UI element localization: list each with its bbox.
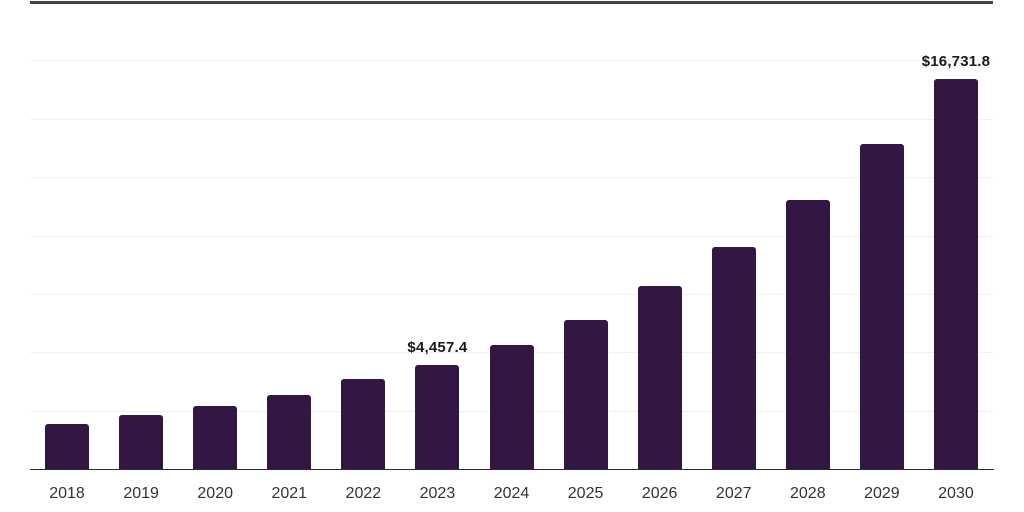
x-tick-label-2027: 2027: [715, 484, 752, 502]
x-tick-label-2029: 2029: [864, 484, 900, 502]
bar-2030: [933, 78, 978, 470]
x-tick-label-2024: 2024: [493, 484, 530, 502]
x-tick-label-2019: 2019: [123, 484, 159, 502]
x-tick-label-2018: 2018: [49, 484, 85, 502]
x-tick-label-2023: 2023: [419, 484, 456, 502]
x-tick-label-2022: 2022: [345, 484, 382, 502]
data-label-2030: $16,731.8: [921, 52, 991, 70]
bar-2027: [711, 247, 756, 470]
x-axis-line: [29, 468, 994, 471]
gridline: [30, 177, 993, 179]
gridline: [30, 293, 993, 295]
bar-2022: [341, 379, 386, 470]
x-tick-label-2025: 2025: [567, 484, 604, 502]
bar-2028: [785, 200, 830, 470]
x-tick-label-2030: 2030: [938, 484, 974, 502]
x-tick-label-2028: 2028: [790, 484, 826, 502]
bar-2025: [563, 320, 608, 470]
x-tick-label-2020: 2020: [197, 484, 233, 502]
plot-top-border: [30, 0, 993, 4]
gridline: [30, 60, 993, 62]
bar-2018: [45, 423, 90, 470]
x-tick-label-2026: 2026: [641, 484, 678, 502]
bar-2026: [637, 286, 682, 470]
gridline: [30, 118, 993, 120]
bar-2019: [119, 415, 164, 470]
bar-2023: [415, 365, 460, 470]
gridline: [30, 235, 993, 237]
bar-2020: [193, 406, 238, 470]
bar-2021: [267, 395, 312, 470]
x-tick-label-2021: 2021: [271, 484, 308, 502]
data-label-2023: $4,457.4: [407, 339, 468, 357]
bar-2029: [859, 144, 904, 470]
bar-2024: [489, 344, 534, 470]
